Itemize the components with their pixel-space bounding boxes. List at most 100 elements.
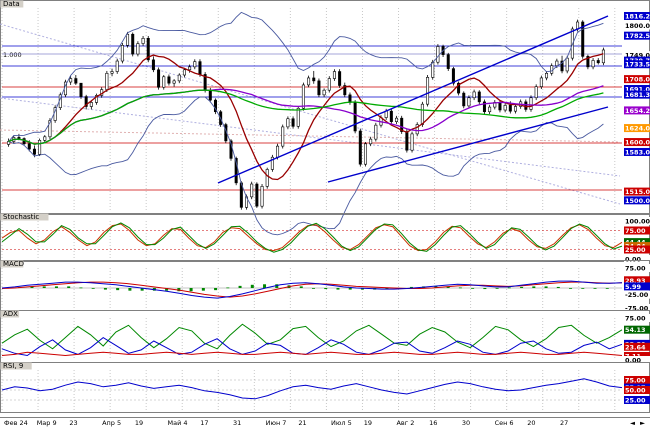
rsi-series-line [1,378,623,400]
axis-label-box-rsi [624,386,650,394]
candle-body [84,96,88,107]
candle-body [415,124,419,135]
candle-body [105,72,109,90]
candle-body [151,59,155,71]
panel-frame-stochastic [0,213,650,262]
candle-body [513,106,517,112]
axis-label-price: 1800.00 [625,22,650,30]
axis-label-stochastic: 25.00 [625,246,646,254]
candle-body [48,120,52,138]
candle-body [234,158,238,184]
axis-label-box-price [624,60,650,69]
axis-label-price: 1500.00 [625,197,650,205]
axis-label-box-adx [624,342,650,351]
macd-histogram-bar [593,288,597,289]
macd-histogram-bar [409,286,413,288]
axis-label-box-macd [624,304,650,312]
date-tick-label: Май 4 [168,419,188,427]
axis-label-macd: 28.93 [625,277,646,285]
candle-body [213,99,217,113]
panel-title-bg-rsi [0,362,32,370]
stoch-series-line [1,222,623,253]
axis-label-macd: 5.99 [625,283,642,291]
candle-body [332,71,336,79]
candle-body [426,77,430,105]
axis-label-box-price [624,187,650,196]
candle-body [79,82,83,97]
candle-body [477,91,481,103]
candle-body [555,60,559,67]
candle-body [182,69,186,76]
axis-label-price: 1681.33 [625,91,650,99]
axis-label-box-rsi [624,396,650,404]
axis-label-adx: 54.13 [625,326,646,334]
macd-histogram-bar [471,288,475,289]
macd-histogram-bar [605,288,609,289]
axis-label-rsi: 25.00 [625,397,646,405]
candle-body [307,77,311,86]
candle-body [586,56,590,68]
candle-body [353,102,357,132]
macd-histogram-bar [520,286,524,288]
candle-body [141,38,145,44]
candle-body [136,43,140,55]
axis-label-box-adx [624,314,650,322]
candle-body [131,33,135,55]
axis-label-macd: -25.00 [625,291,649,299]
candle-body [89,102,93,107]
candle-body [395,117,399,122]
macd-histogram-bar [544,286,548,288]
candle-body [38,140,42,155]
axis-label-box-price [624,31,650,40]
candle-body [74,78,78,84]
candle-body [431,61,435,78]
date-tick-label: Авг 2 [396,419,414,427]
axis-label-box-adx [624,325,650,334]
date-tick-label: 17 [200,419,208,427]
macd-histogram-bar [581,288,585,289]
panel-title-bg-stochastic [0,213,49,221]
candle-body [167,76,171,84]
date-tick-label: 30 [462,419,470,427]
macd-histogram-bar [263,284,267,288]
candle-body [503,105,507,111]
macd-histogram-bar [360,288,364,290]
candle-body [69,78,73,83]
candle-body [384,110,388,118]
axis-label-stochastic: 0.00 [625,256,642,264]
macd-histogram-bar [348,288,352,290]
axis-label-box-price [624,147,650,156]
axis-label-adx: 23.64 [625,343,646,351]
axis-label-macd: 75.00 [625,265,646,273]
macd-histogram-bar [54,286,58,288]
trend-channel-line [327,106,609,183]
candle-body [270,156,274,170]
macd-series-line [1,280,623,299]
date-tick-label: Мар 9 [37,419,57,427]
candle-body [281,126,285,147]
axis-label-price: 1816.28 [625,12,650,20]
candle-body [291,118,295,127]
macd-histogram-bar [189,288,193,292]
axis-label-box-macd [624,276,650,285]
date-tick-label: 19 [364,419,372,427]
axis-label-box-price [624,106,650,115]
macd-histogram-bar [140,288,144,291]
candle-body [488,106,492,113]
date-tick-label: Апр 5 [102,419,121,427]
axis-label-stochastic: 75.00 [625,227,646,235]
candle-body [146,38,150,61]
candle-body [265,169,269,187]
panel-frame-rsi [0,362,650,413]
axis-label-box-price [624,124,650,133]
candle-body [260,186,264,207]
axis-label-box-price [624,51,650,60]
candle-body [322,89,326,96]
candle-body [467,97,471,107]
macd-histogram-bar [275,284,279,288]
axis-label-box-price [624,75,650,84]
candle-body [348,94,352,103]
macd-histogram-bar [214,288,218,291]
candle-body [17,137,21,139]
candle-body [286,118,290,128]
